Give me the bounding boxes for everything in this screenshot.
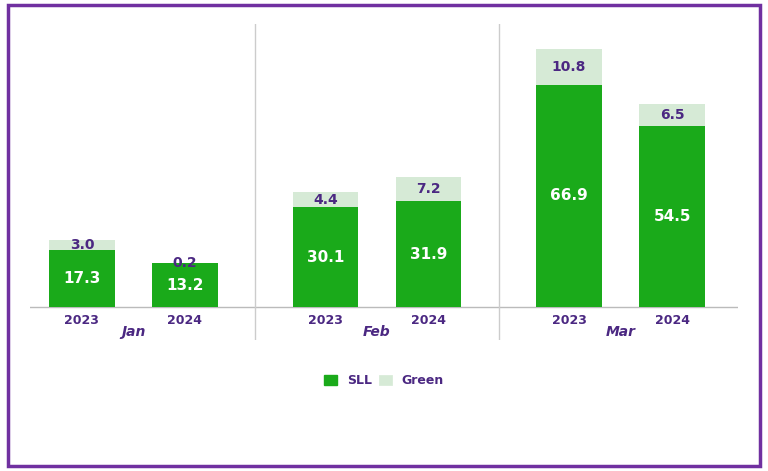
Bar (396, 201, 462, 307)
Bar (639, 104, 705, 126)
Bar (396, 177, 462, 201)
Bar (49, 250, 114, 307)
Text: 31.9: 31.9 (410, 247, 447, 261)
Text: 54.5: 54.5 (654, 209, 690, 224)
Text: 3.0: 3.0 (70, 238, 94, 252)
Text: 2024: 2024 (411, 314, 446, 327)
Bar (639, 126, 705, 307)
Text: 10.8: 10.8 (552, 60, 586, 73)
Text: 7.2: 7.2 (416, 182, 441, 196)
Text: Jan: Jan (121, 325, 146, 340)
Text: 2023: 2023 (308, 314, 343, 327)
Bar (293, 207, 358, 307)
Text: 2023: 2023 (65, 314, 99, 327)
Bar (293, 193, 358, 207)
Bar (536, 85, 602, 307)
Text: 0.2: 0.2 (173, 256, 197, 270)
Text: 4.4: 4.4 (313, 193, 338, 207)
Text: 2024: 2024 (167, 314, 203, 327)
Bar (152, 263, 217, 307)
Bar (536, 49, 602, 85)
Text: 2023: 2023 (551, 314, 587, 327)
Text: 2024: 2024 (654, 314, 690, 327)
Text: 17.3: 17.3 (63, 271, 101, 286)
Text: Feb: Feb (363, 325, 391, 340)
Text: 66.9: 66.9 (550, 188, 588, 203)
Text: 6.5: 6.5 (660, 108, 684, 122)
Bar (49, 240, 114, 250)
Text: 13.2: 13.2 (166, 278, 204, 293)
Legend: SLL, Green: SLL, Green (320, 371, 448, 391)
Text: Mar: Mar (605, 325, 636, 340)
Text: 30.1: 30.1 (306, 250, 344, 265)
